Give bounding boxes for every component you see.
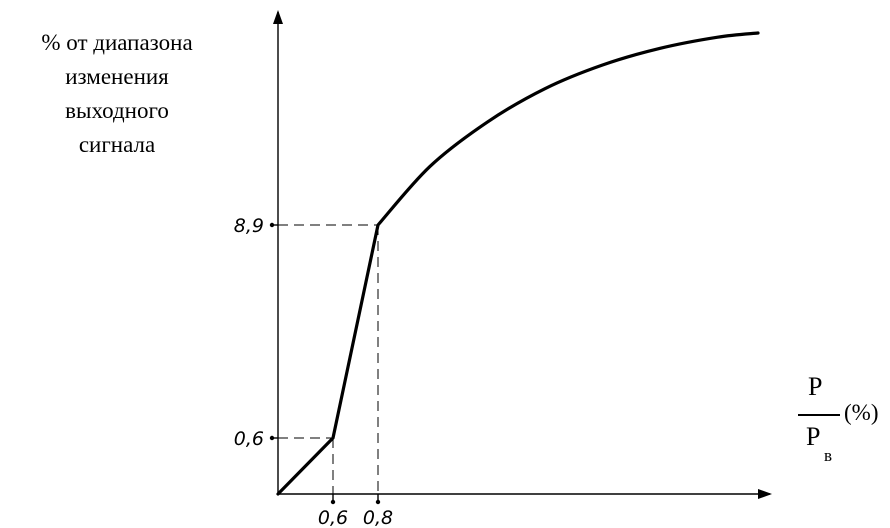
y-axis-label: % от диапазона изменения выходного сигна… — [4, 26, 230, 162]
y-axis-label-line-4: сигнала — [78, 132, 156, 157]
x-axis-label-fraction-bar — [798, 414, 840, 416]
x-tick-dot-1 — [330, 499, 336, 505]
x-tick-dot-2 — [375, 499, 381, 505]
data-point-1 — [277, 493, 280, 496]
y-tick-label-1: 0,6 — [234, 428, 264, 450]
data-point-5 — [486, 121, 489, 124]
y-axis-label-line-3: выходного — [65, 98, 169, 123]
x-axis-label-subscript: в — [824, 446, 833, 465]
x-tick-label-1: 0,6 — [318, 507, 348, 528]
data-point-7 — [601, 64, 604, 67]
y-axis-label-line-2: изменения — [65, 64, 169, 89]
y-tick-dot-2 — [269, 222, 275, 228]
y-tick-label-2: 8,9 — [234, 215, 264, 237]
data-point-8 — [659, 47, 662, 50]
data-point-6 — [543, 87, 546, 90]
data-point-3 — [377, 224, 380, 227]
series-line — [276, 31, 760, 496]
x-axis-label-denominator: P — [806, 422, 821, 451]
data-point-2 — [332, 437, 335, 440]
y-axis-label-line-1: % от диапазона — [41, 30, 193, 55]
data-point-10 — [757, 32, 760, 35]
y-tick-dot-1 — [269, 435, 275, 441]
x-axis-label-unit: (%) — [844, 400, 879, 425]
data-point-4 — [428, 165, 431, 168]
x-axis-label-numerator: P — [808, 372, 823, 401]
x-tick-label-2: 0,8 — [363, 507, 393, 528]
x-axis-label: P P в (%) — [794, 372, 890, 482]
data-point-9 — [716, 36, 719, 39]
